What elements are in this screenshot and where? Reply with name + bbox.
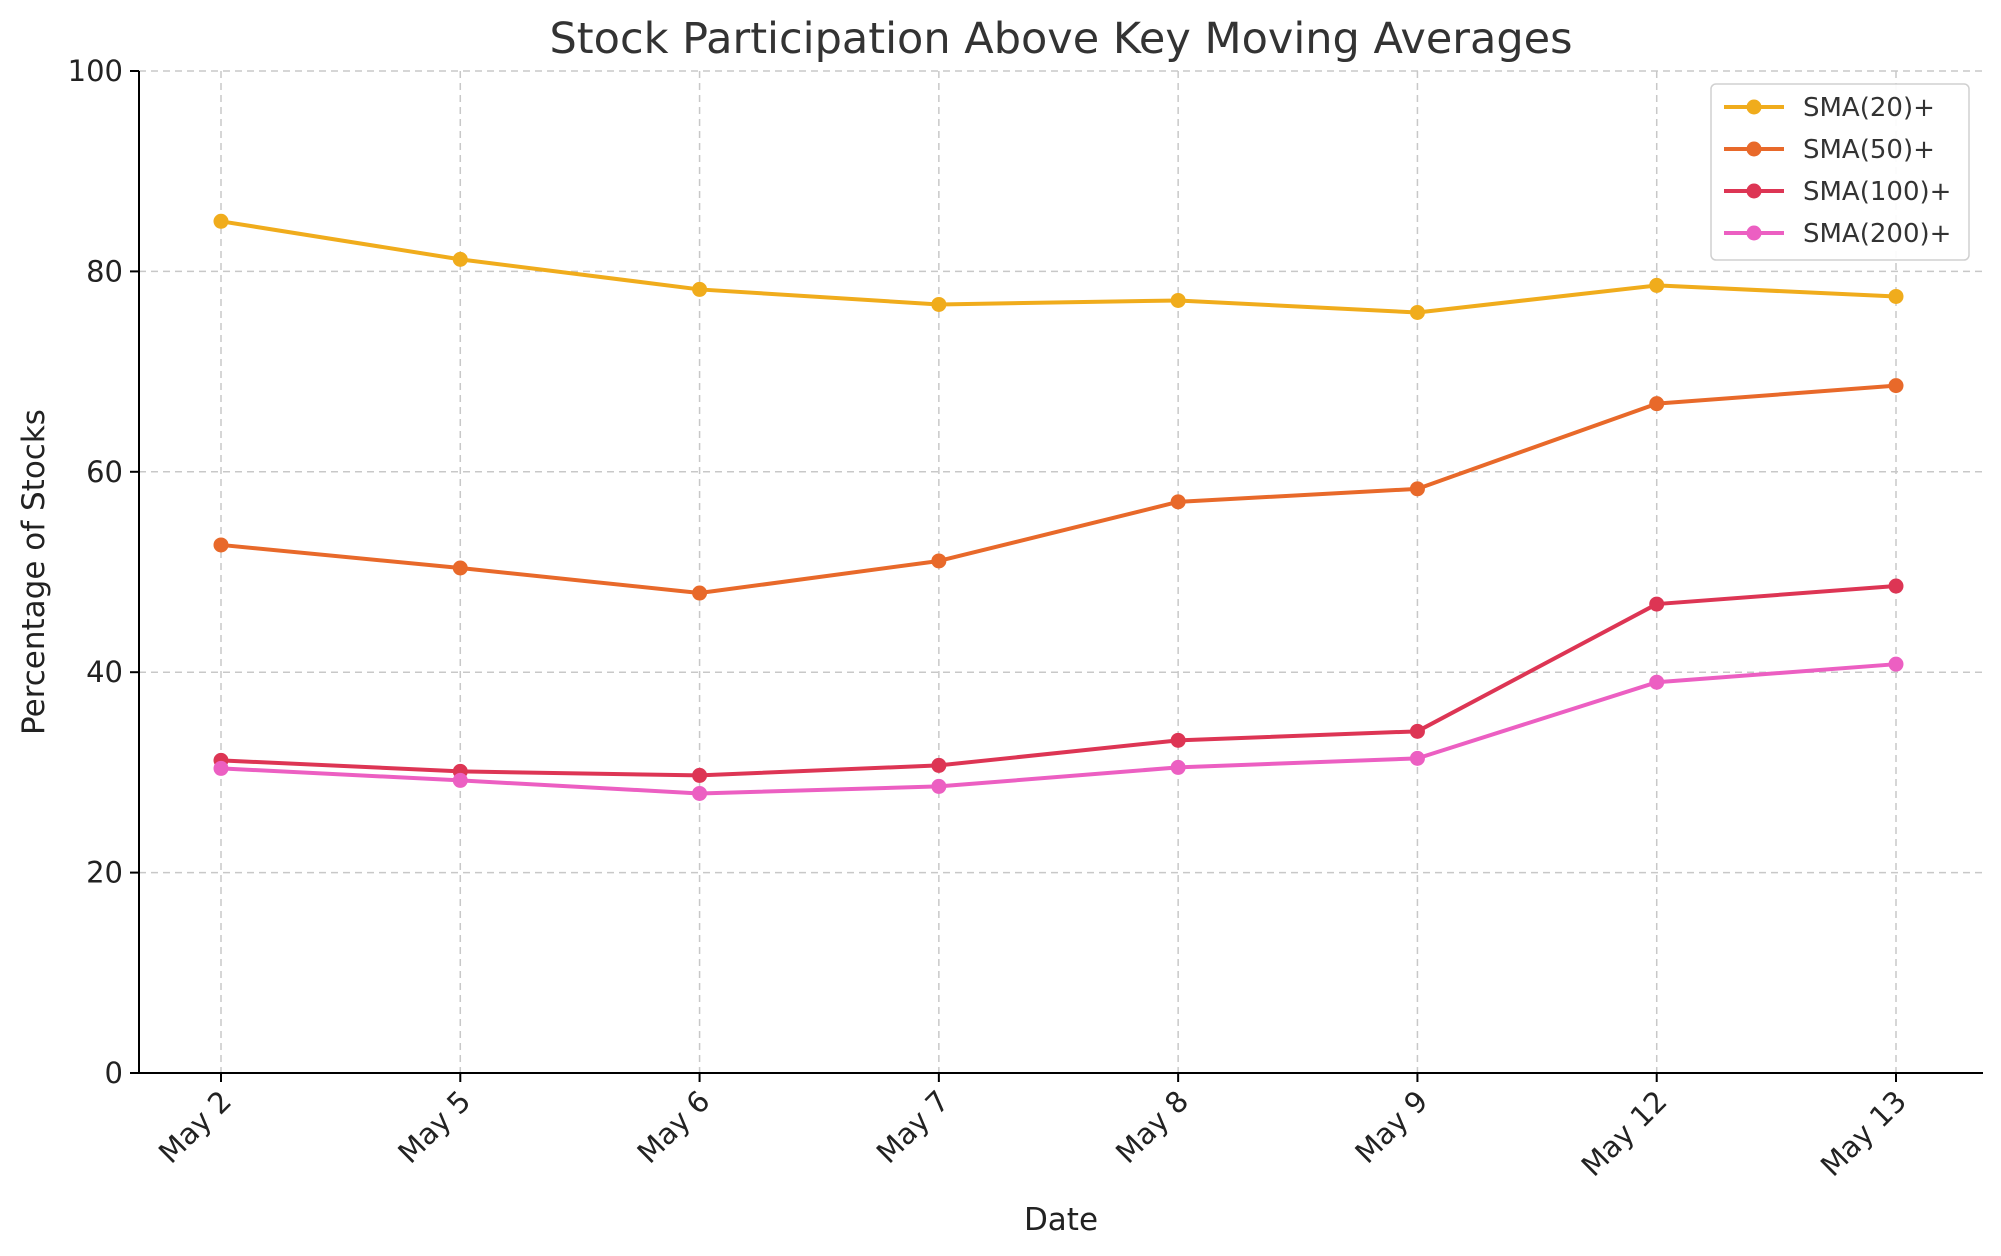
- data-point: [1409, 481, 1425, 497]
- series-line: [219, 219, 1898, 315]
- grid: [139, 70, 1983, 1073]
- data-point: [1888, 288, 1904, 304]
- data-point: [1649, 674, 1665, 690]
- data-point: [1888, 656, 1904, 672]
- legend-entry: SMA(200)+: [1724, 219, 1951, 249]
- data-point: [931, 757, 947, 773]
- legend-swatch-marker: [1746, 141, 1762, 157]
- data-point: [1170, 292, 1186, 308]
- y-tick-label: 0: [105, 1056, 123, 1090]
- legend: SMA(20)+ SMA(50)+ SMA(100)+ SMA(200)+: [1710, 83, 1970, 261]
- x-tick-label: May 2: [152, 1084, 238, 1170]
- data-point: [1409, 723, 1425, 739]
- y-tick-label: 20: [86, 856, 123, 890]
- series-line: [219, 662, 1898, 796]
- x-tick-label: May 8: [1109, 1084, 1195, 1170]
- legend-entry: SMA(20)+: [1724, 93, 1935, 123]
- data-point: [452, 772, 468, 788]
- series-line: [219, 584, 1898, 778]
- data-point: [1649, 596, 1665, 612]
- legend-label: SMA(100)+: [1803, 177, 1951, 207]
- axes: [138, 71, 1983, 1074]
- series-line: [219, 383, 1898, 596]
- data-point: [1170, 759, 1186, 775]
- y-axis-label: Percentage of Stocks: [16, 409, 52, 735]
- x-axis-label: Date: [1024, 1202, 1098, 1238]
- data-point: [1409, 304, 1425, 320]
- x-tick-label: May 7: [870, 1084, 956, 1170]
- legend-entry: SMA(50)+: [1724, 135, 1935, 165]
- data-point: [1409, 750, 1425, 766]
- legend-swatch-marker: [1746, 183, 1762, 199]
- data-point: [213, 537, 229, 553]
- y-tick-label: 80: [86, 254, 123, 288]
- data-point: [213, 760, 229, 776]
- x-tick-label: May 13: [1814, 1084, 1913, 1183]
- y-tick-label: 100: [68, 54, 123, 88]
- data-point: [1888, 378, 1904, 394]
- data-point: [1649, 277, 1665, 293]
- legend-items: SMA(20)+ SMA(50)+ SMA(100)+ SMA(200)+: [1724, 93, 1951, 249]
- data-point: [692, 585, 708, 601]
- data-point: [692, 281, 708, 297]
- legend-swatch-marker: [1746, 99, 1762, 115]
- x-tick-label: May 5: [391, 1084, 477, 1170]
- legend-entry: SMA(100)+: [1724, 177, 1951, 207]
- data-point: [213, 213, 229, 229]
- data-point: [692, 785, 708, 801]
- x-ticks: May 2 May 5 May 6 May 7 May 8 May 9 May 12 May …: [152, 1073, 1913, 1183]
- data-point: [931, 778, 947, 794]
- legend-label: SMA(200)+: [1803, 219, 1951, 249]
- series-sma-20: [213, 213, 1904, 320]
- legend-label: SMA(20)+: [1803, 93, 1935, 123]
- series-sma-200: [213, 656, 1904, 801]
- data-point: [1888, 578, 1904, 594]
- data-point: [452, 560, 468, 576]
- data-point: [1649, 396, 1665, 412]
- data-point: [931, 296, 947, 312]
- data-point: [1170, 494, 1186, 510]
- data-point: [931, 553, 947, 569]
- data-point: [452, 251, 468, 267]
- legend-label: SMA(50)+: [1803, 135, 1935, 165]
- x-tick-label: May 12: [1575, 1084, 1674, 1183]
- chart-title: Stock Participation Above Key Moving Ave…: [550, 14, 1573, 64]
- x-tick-label: May 9: [1348, 1084, 1434, 1170]
- x-tick-label: May 6: [631, 1084, 717, 1170]
- y-tick-label: 60: [86, 455, 123, 489]
- series-sma-50: [213, 378, 1904, 601]
- legend-swatch-marker: [1746, 225, 1762, 241]
- legend-frame: [1710, 83, 1970, 261]
- data-point: [692, 767, 708, 783]
- y-ticks: 0 20 40 60 80 100: [68, 54, 139, 1090]
- series: [213, 213, 1904, 801]
- y-tick-label: 40: [86, 655, 123, 689]
- data-point: [1170, 732, 1186, 748]
